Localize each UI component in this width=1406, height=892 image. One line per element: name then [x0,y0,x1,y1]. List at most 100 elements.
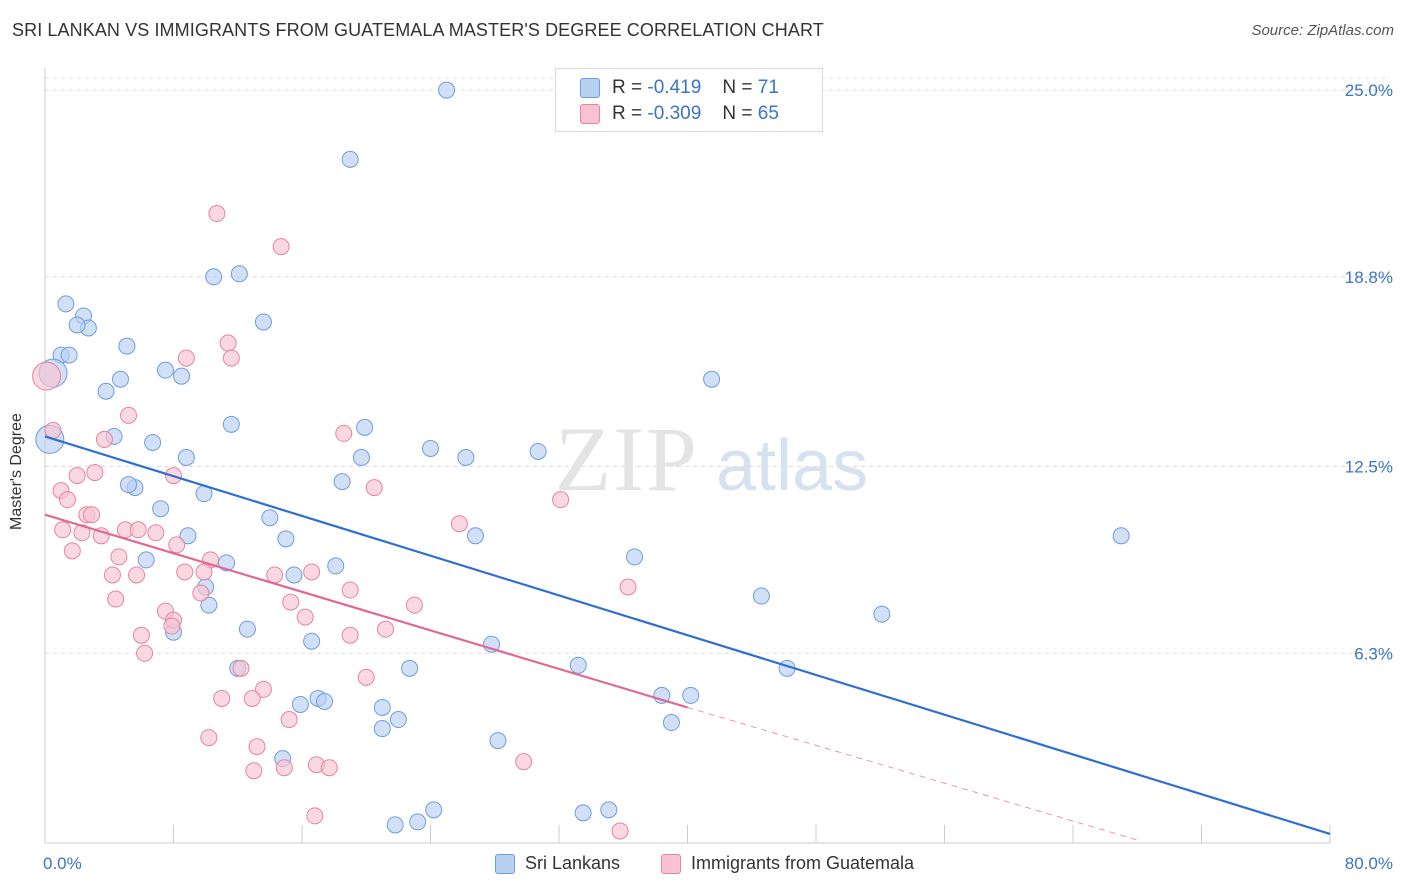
point-sri-lankans [662,714,680,732]
point-guatemala [619,578,637,596]
point-guatemala [303,563,321,581]
r-label: R = [612,77,643,98]
gridlines [45,77,1390,654]
point-guatemala [63,542,81,560]
point-guatemala [341,581,359,599]
trend-lines [44,435,1331,841]
point-guatemala [192,584,210,602]
chart-title: SRI LANKAN VS IMMIGRANTS FROM GUATEMALA … [12,20,824,40]
correlation-stats-box: R = -0.419 N = 71 R = -0.309 N = 65 [555,68,823,132]
point-sri-lankans [222,415,240,433]
stats-swatch-pink [580,104,600,124]
point-guatemala [132,626,150,644]
point-guatemala [44,421,62,439]
point-guatemala [275,759,293,777]
point-guatemala [450,515,468,533]
point-guatemala [377,620,395,638]
point-guatemala [58,491,76,509]
point-guatemala [147,524,165,542]
watermark: ZIP atlas [555,408,868,510]
point-guatemala [177,349,195,367]
point-sri-lankans [205,268,223,286]
point-sri-lankans [873,605,891,623]
point-guatemala [176,563,194,581]
point-sri-lankans [315,692,333,710]
point-guatemala [83,506,101,524]
point-sri-lankans [60,346,78,364]
point-sri-lankans [285,566,303,584]
r-value: -0.419 [647,77,702,98]
point-sri-lankans [341,150,359,168]
watermark-atlas: atlas [716,426,868,506]
y-axis-title: Master's Degree [8,413,25,530]
point-sri-lankans [752,587,770,605]
trend-line-guatemala-extension [687,706,1138,841]
n-label: N = [722,77,753,98]
point-sri-lankans [68,316,86,334]
x-tick-label: 0.0% [43,854,82,873]
point-guatemala [254,680,272,698]
trend-line-guatemala [44,513,688,709]
point-guatemala [129,521,147,539]
axes [44,68,1331,844]
point-guatemala [168,536,186,554]
point-guatemala [208,205,226,223]
point-sri-lankans [356,418,374,436]
point-sri-lankans [574,804,592,822]
y-tick-label: 18.8% [1345,268,1393,287]
x-tick-label: 80.0% [1345,854,1393,873]
point-guatemala [282,593,300,611]
n-value: 71 [757,77,779,98]
point-sri-lankans [261,509,279,527]
point-guatemala [611,822,629,840]
point-sri-lankans [401,659,419,677]
chart-source: Source: ZipAtlas.com [1251,22,1394,39]
point-sri-lankans [457,449,475,466]
point-guatemala [365,479,383,497]
point-sri-lankans [97,382,115,400]
point-sri-lankans [625,548,643,566]
trend-line-sri-lankans [44,435,1331,836]
point-guatemala [232,659,250,677]
point-sri-lankans [291,695,309,713]
point-guatemala [32,361,62,391]
y-tick-label: 6.3% [1354,644,1393,663]
watermark-zip: ZIP [555,408,699,510]
point-sri-lankans [409,813,427,831]
point-guatemala [120,406,138,424]
point-guatemala [219,334,237,352]
point-guatemala [222,349,240,367]
point-sri-lankans [466,527,484,545]
r-value: -0.309 [647,103,702,124]
n-label: N = [722,103,753,124]
point-guatemala [107,590,125,608]
point-guatemala [306,807,324,825]
point-guatemala [213,689,231,707]
legend-swatch-pink [661,854,681,874]
point-sri-lankans [333,473,351,491]
point-guatemala [248,738,266,756]
n-value: 65 [757,103,779,124]
legend-label: Sri Lankans [525,853,621,873]
point-guatemala [54,521,72,539]
point-sri-lankans [422,439,439,457]
point-guatemala [86,464,104,482]
point-guatemala [163,617,181,635]
stats-text: R = -0.419 N = 71 [612,77,779,99]
point-guatemala [280,711,298,729]
point-sri-lankans [373,720,391,738]
data-points [32,81,1130,840]
point-sri-lankans [230,265,248,283]
point-sri-lankans [303,632,321,650]
point-guatemala [266,566,284,584]
point-guatemala [136,644,154,662]
stats-swatch-blue [580,78,600,98]
point-guatemala [243,689,261,707]
point-guatemala [245,762,263,780]
legend-label: Immigrants from Guatemala [691,853,915,873]
point-sri-lankans [352,449,370,466]
point-guatemala [341,626,359,644]
r-label: R = [612,103,643,124]
point-guatemala [552,491,570,509]
